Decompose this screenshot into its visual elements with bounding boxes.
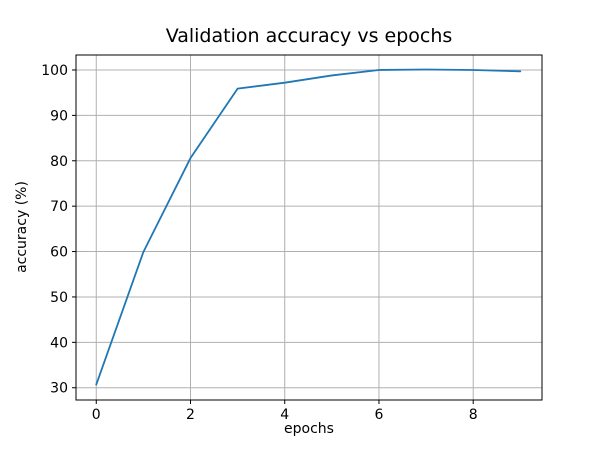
y-axis-label: accuracy (%) (14, 181, 30, 273)
y-tick-label: 40 (50, 335, 68, 351)
x-axis-label: epochs (284, 421, 334, 437)
x-tick-label: 6 (375, 407, 384, 423)
y-tick-label: 80 (50, 154, 68, 170)
y-tick-label: 90 (50, 108, 68, 124)
y-tick-label: 70 (50, 199, 68, 215)
x-tick-label: 8 (469, 407, 478, 423)
chart-title: Validation accuracy vs epochs (165, 25, 453, 47)
y-tick-label: 50 (50, 290, 68, 306)
plot-border (75, 54, 543, 401)
y-tick-label: 100 (41, 63, 68, 79)
x-tick-label: 2 (186, 407, 195, 423)
y-tick-label: 60 (50, 245, 68, 261)
x-tick-label: 0 (92, 407, 101, 423)
y-tick-label: 30 (50, 381, 68, 397)
x-tick-label: 4 (280, 407, 289, 423)
data-line (95, 68, 522, 386)
